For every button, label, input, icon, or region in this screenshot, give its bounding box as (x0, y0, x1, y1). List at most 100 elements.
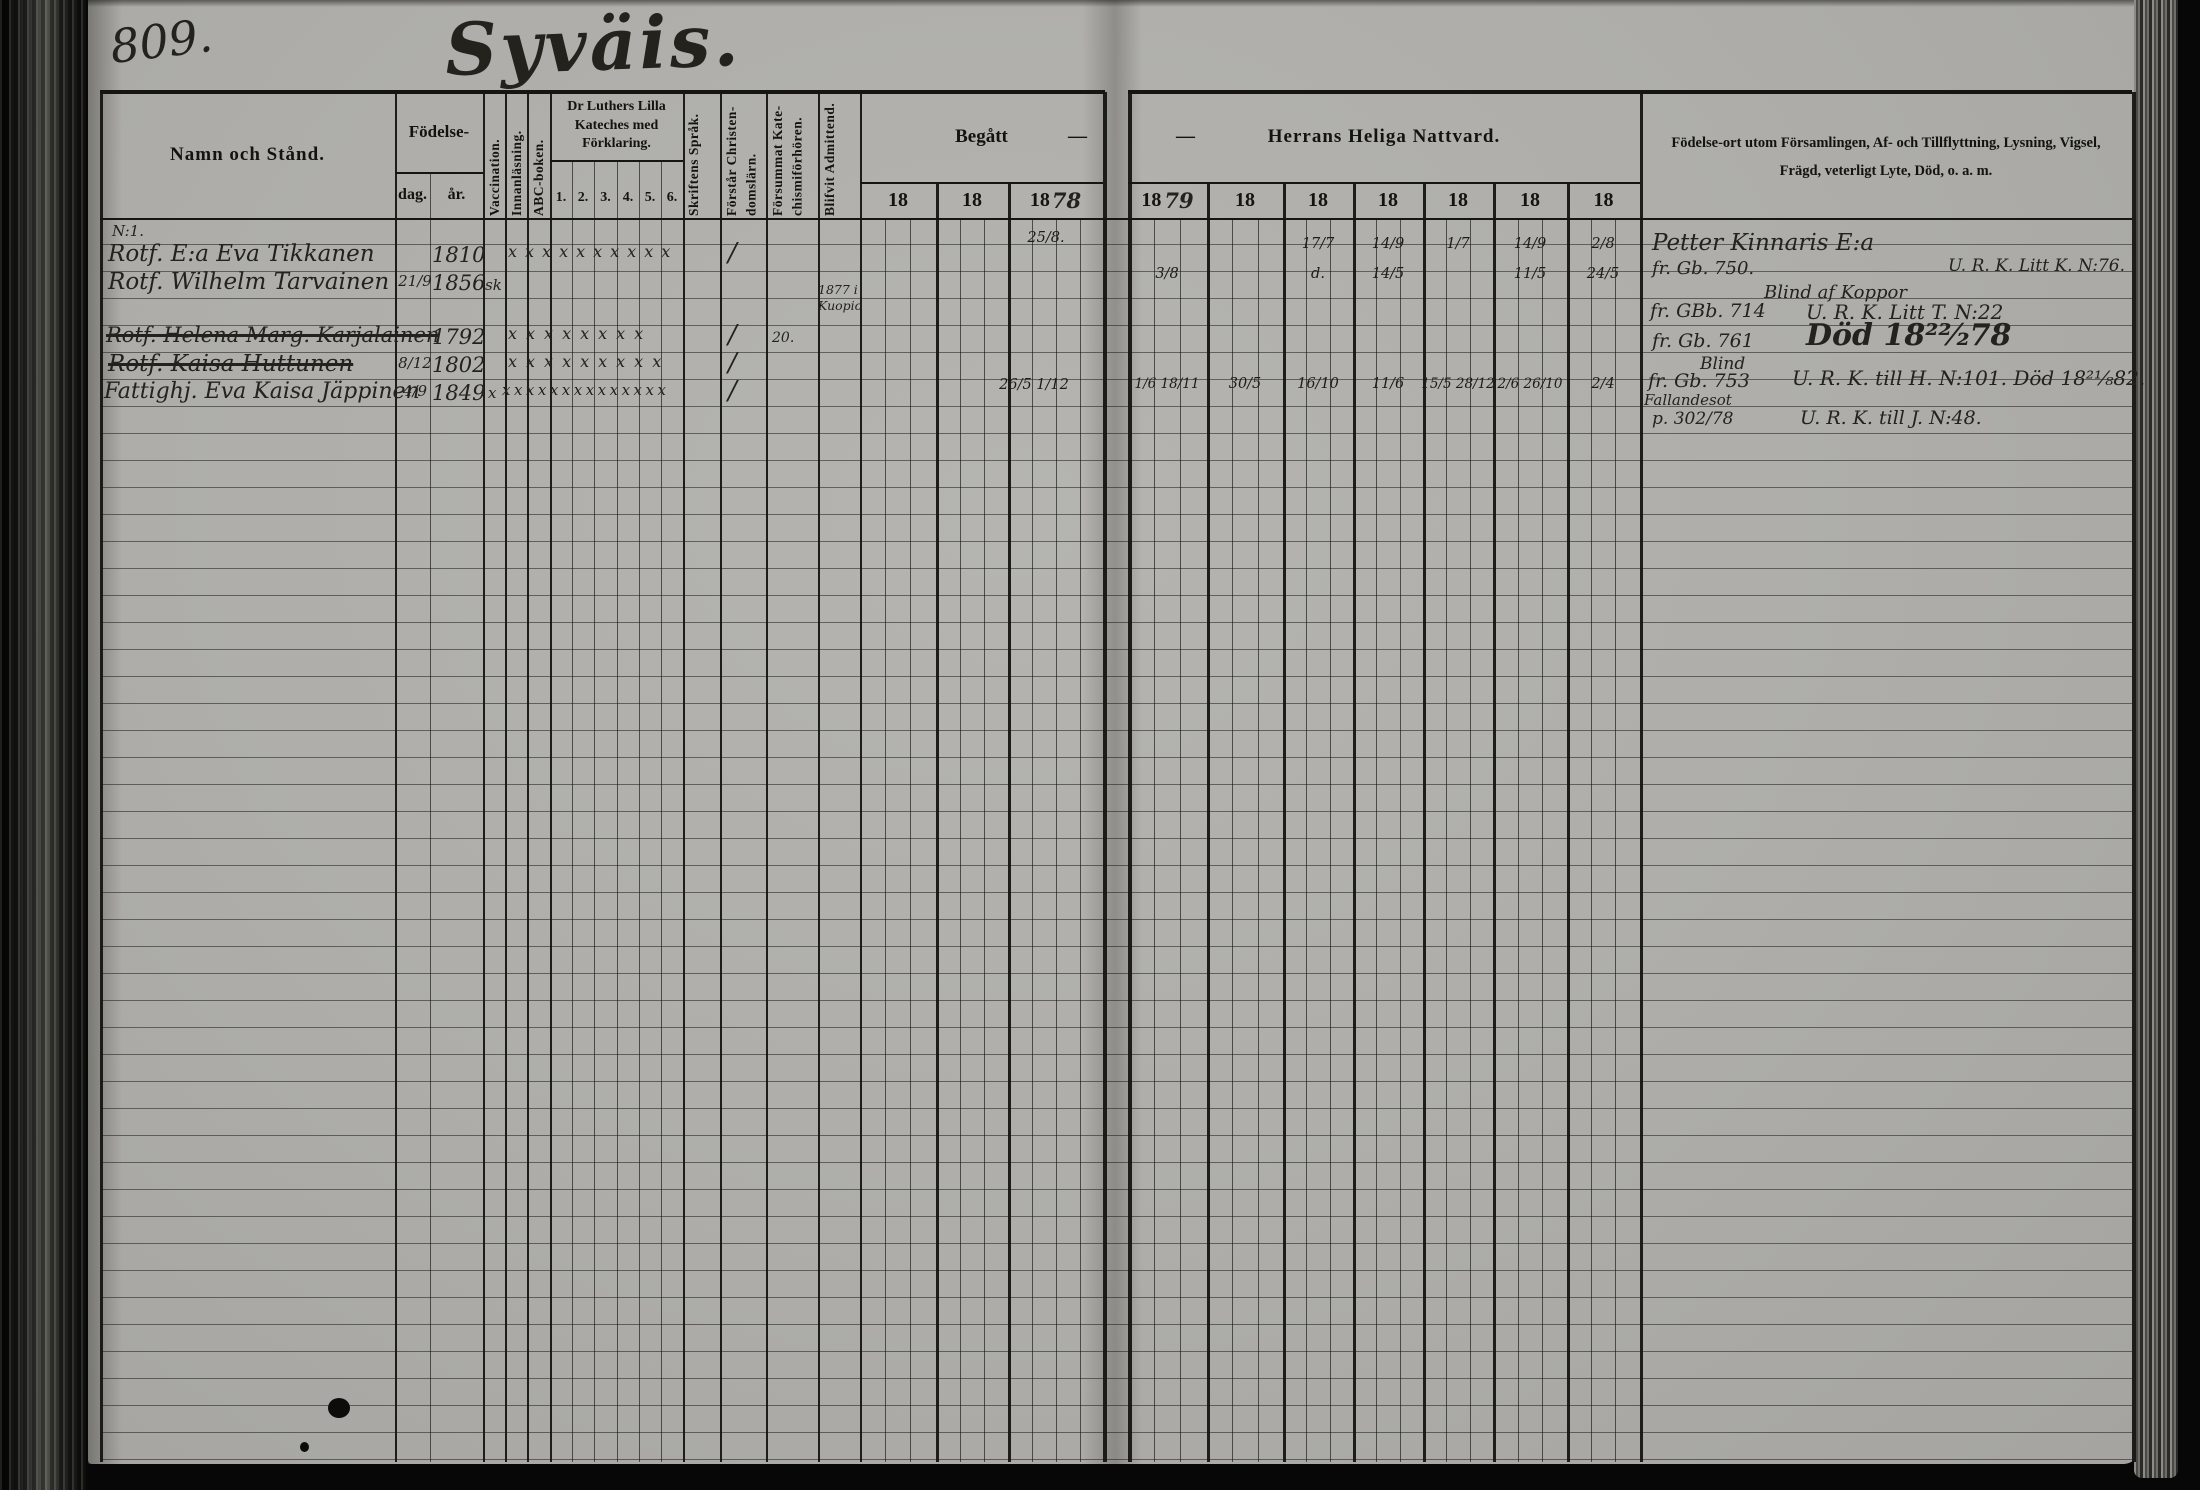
year-printed: 18 (1029, 188, 1050, 211)
year-printed: 18 (1520, 188, 1540, 211)
entry-name: Rotf. Helena Marg. Karjalainen (106, 323, 440, 347)
year-printed: 18 (1378, 188, 1398, 211)
entry-name: Rotf. E:a Eva Tikkanen (108, 241, 375, 267)
grid-line-vertical (860, 92, 862, 1462)
grid-line-vertical (1353, 182, 1356, 1462)
grid-line-vertical (594, 160, 595, 1462)
nattvard-date: 17/7 (1301, 236, 1335, 252)
grid-line-vertical (720, 92, 722, 1462)
nattvard-year-3: 18 (1283, 182, 1353, 218)
nattvard-year-1: 18 79 (1128, 182, 1207, 218)
nattvard-date: 24/5 (1586, 266, 1620, 282)
grid-line-vertical (1400, 218, 1401, 1462)
note-line: U. R. K. Litt T. N:22 (1806, 300, 2004, 324)
begatt-date: 26/5 1/12 (999, 377, 1069, 393)
note-line: U. R. K. till J. N:48. (1800, 407, 1982, 429)
grid-line-vertical (572, 160, 573, 1462)
birth-day: 4/9 (402, 382, 428, 400)
reading-marks: xxxxxxxxxx (508, 242, 679, 261)
nattvard-date: 1/7 (1446, 236, 1470, 252)
header-birth: Födelse- (408, 122, 470, 141)
header-catechism: Dr Luthers Lilla Kateches med Förklaring… (567, 98, 666, 152)
note-line: fr. Gb. 753 (1648, 370, 1750, 392)
grid-line-vertical (1232, 218, 1233, 1462)
grid-line-vertical (984, 218, 985, 1462)
header-abc: ABC-boken. (531, 139, 546, 216)
nattvard-date: 15/5 28/12 (1421, 376, 1495, 392)
header-understands: Förstår Christen­domslärn. (724, 106, 759, 216)
grid-line-vertical (1032, 218, 1033, 1462)
grid-line-vertical (100, 92, 103, 1462)
nattvard-date: 30/5 (1228, 376, 1262, 392)
header-birth-day: dag. (398, 186, 427, 203)
header-nattvard-dash: — (1176, 126, 1196, 147)
year-printed: 18 (962, 188, 982, 211)
grid-line-horizontal (1128, 182, 1640, 184)
missed-catechism-note: 20. (772, 330, 795, 346)
nattvard-year-7: 18 (1567, 182, 1640, 218)
grid-line-vertical (1470, 218, 1471, 1462)
nattvard-date: 3/8 (1155, 266, 1179, 282)
understands-mark: / (728, 238, 737, 268)
grid-line-vertical (1283, 182, 1286, 1462)
grid-line-horizontal (100, 90, 1105, 94)
year-handwritten: 79 (1164, 187, 1194, 213)
entry-name: Rotf. Wilhelm Tarvainen (108, 269, 390, 295)
grid-line-vertical (1154, 218, 1155, 1462)
grid-line-vertical (1591, 218, 1592, 1462)
nattvard-date: 14/9 (1371, 236, 1405, 252)
nattvard-date: 16/10 (1297, 376, 1339, 392)
reading-marks: xxxxxxxxx (508, 352, 671, 371)
grid-line-vertical (430, 172, 431, 1462)
book-spine-edge (0, 0, 88, 1490)
grid-line-vertical (1446, 218, 1447, 1462)
begatt-year-3: 18 78 (1008, 182, 1103, 218)
grid-line-vertical (1080, 218, 1081, 1462)
note-line: Fallandesot (1644, 391, 1732, 409)
header-notes-line1: Födelse-ort utom Församlingen, Af- och T… (1671, 134, 2101, 151)
grid-line-vertical (1008, 182, 1011, 1462)
note-line: Död 18²²⁄₂78 (1806, 318, 2012, 353)
understands-mark: / (728, 376, 737, 406)
grid-line-vertical (1542, 218, 1543, 1462)
note-line: Petter Kinnaris E:a (1652, 230, 1875, 256)
grid-line-vertical (1376, 218, 1377, 1462)
birth-year: 1792 (432, 325, 486, 349)
grid-line-horizontal (860, 182, 1103, 184)
grid-line-horizontal (395, 172, 483, 174)
vaccination-mark: sk (485, 276, 502, 294)
nattvard-date: 11/6 (1371, 376, 1405, 392)
header-begatt-label: Begått (955, 126, 1008, 147)
grid-line-vertical (818, 92, 820, 1462)
year-printed: 18 (888, 188, 908, 211)
grid-line-vertical (910, 218, 911, 1462)
header-catechism-col-5: 5. (644, 190, 656, 205)
year-handwritten: 78 (1051, 187, 1082, 213)
header-reading: Innanläsning. (509, 130, 524, 216)
grid-line-vertical (683, 92, 685, 1462)
grid-line-vertical (936, 182, 939, 1462)
header-begatt: Begått — (860, 92, 1103, 182)
grid-line-vertical (1207, 182, 1210, 1462)
year-printed: 18 (1448, 188, 1468, 211)
nattvard-year-6: 18 (1493, 182, 1567, 218)
header-vaccination: Vaccination. (487, 138, 502, 216)
header-scripture: Skriftens Språk. (686, 113, 701, 216)
header-admitted: Blifvit Admit­tend. (822, 102, 837, 216)
nattvard-year-2: 18 (1207, 182, 1283, 218)
entry-name: Fattighj. Eva Kaisa Jäppinen (104, 379, 420, 404)
grid-line-vertical (885, 218, 886, 1462)
page-stack-edge (2134, 0, 2178, 1478)
grid-line-vertical (617, 160, 618, 1462)
grid-line-vertical (550, 92, 552, 1462)
year-printed: 18 (1235, 188, 1255, 211)
begatt-date: 25/8. (1027, 230, 1065, 246)
nattvard-date: d. (1311, 266, 1325, 282)
grid-line-horizontal (100, 218, 2132, 220)
begatt-year-2: 18 (936, 182, 1008, 218)
grid-line-vertical (1518, 218, 1519, 1462)
note-line: U. R. K. till H. N:101. Död 18²¹⁄₈82. (1792, 366, 2146, 390)
header-catechism-col-3: 3. (600, 190, 611, 205)
birth-year: 1802 (432, 353, 486, 377)
